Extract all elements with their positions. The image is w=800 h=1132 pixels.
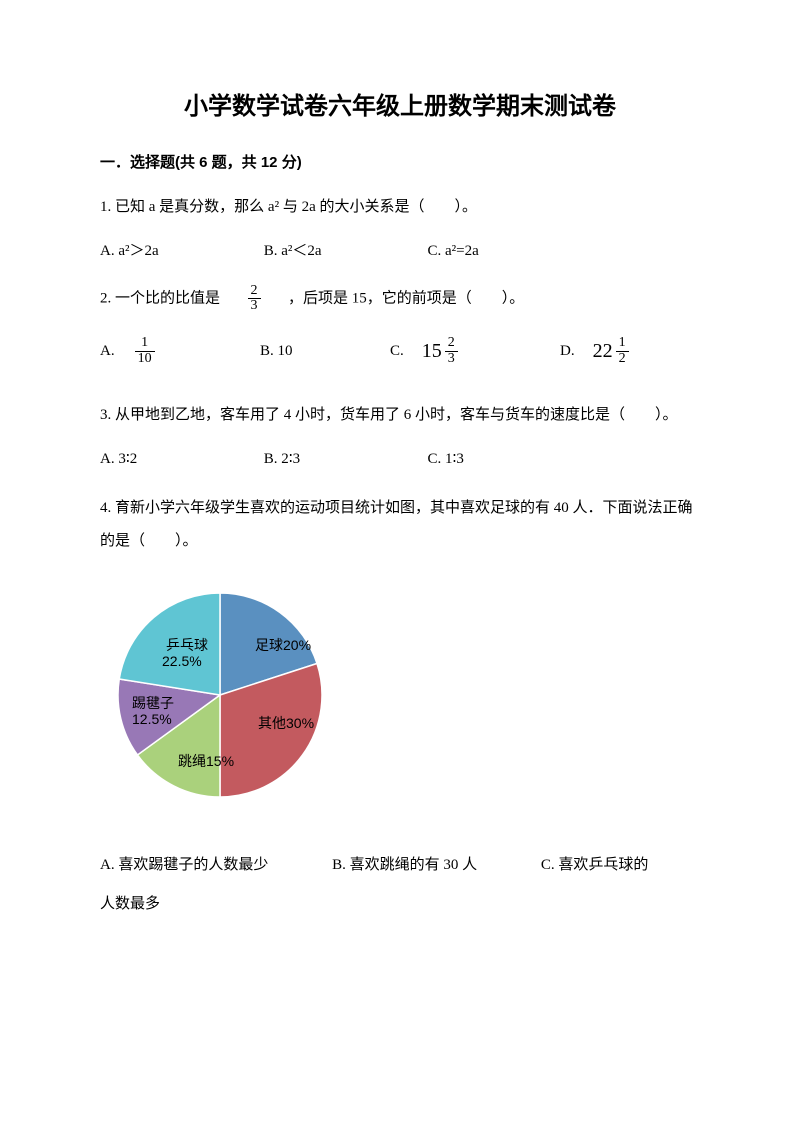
question-3-options: A. 3∶2 B. 2∶3 C. 1∶3 — [100, 449, 700, 470]
question-3: 3. 从甲地到乙地，客车用了 4 小时，货车用了 6 小时，客车与货车的速度比是… — [100, 403, 700, 427]
q2-d-mixed: 22 1 2 — [593, 336, 631, 367]
pie-slice-label: 跳绳15% — [178, 753, 234, 769]
q2-a-label: A. — [100, 341, 115, 362]
q2-option-b: B. 10 — [260, 341, 390, 362]
q2-frac-num: 2 — [248, 284, 261, 300]
q4-option-b: B. 喜欢跳绳的有 30 人 — [332, 846, 477, 885]
q2-option-d: D. 22 1 2 — [560, 336, 700, 367]
q2-d-den: 2 — [616, 352, 629, 367]
q2-c-label: C. — [390, 341, 404, 362]
q1-option-b: B. a²＜2a — [264, 241, 424, 262]
q2-a-num: 1 — [135, 336, 155, 352]
q1-option-c: C. a²=2a — [428, 241, 588, 262]
pie-slice-label: 踢毽子 — [132, 695, 174, 711]
pie-slice-label: 其他30% — [258, 715, 314, 731]
question-2: 2. 一个比的比值是 2 3 ，后项是 15，它的前项是（ ）。 — [100, 284, 700, 314]
q2-c-den: 3 — [445, 352, 458, 367]
q2-a-frac: 1 10 — [135, 336, 155, 366]
q3-option-a: A. 3∶2 — [100, 449, 260, 470]
q2-a-den: 10 — [135, 352, 155, 367]
q2-option-c: C. 15 2 3 — [390, 336, 560, 367]
pie-slice-label: 乒乓球 — [166, 637, 208, 653]
q2-c-num: 2 — [445, 336, 458, 352]
q1-option-a: A. a²＞2a — [100, 241, 260, 262]
q2-d-whole: 22 — [593, 337, 613, 365]
q2-pre: 2. 一个比的比值是 — [100, 290, 220, 306]
q4-option-a: A. 喜欢踢毽子的人数最少 — [100, 846, 268, 885]
pie-chart: 足球20% 其他30% 跳绳15% 踢毽子 乒乓球 12.5% 22.5% — [100, 580, 400, 810]
question-4-options: A. 喜欢踢毽子的人数最少 B. 喜欢跳绳的有 30 人 C. 喜欢乒乓球的 人… — [100, 846, 700, 924]
q2-frac-den: 3 — [248, 299, 261, 314]
pie-extra-label: 22.5% — [162, 653, 202, 669]
pie-extra-label: 12.5% — [132, 711, 172, 727]
question-1: 1. 已知 a 是真分数，那么 a² 与 2a 的大小关系是（ ）。 — [100, 195, 700, 219]
q2-d-num: 1 — [616, 336, 629, 352]
section-heading: 一．选择题(共 6 题，共 12 分) — [100, 152, 700, 173]
question-2-options: A. 1 10 B. 10 C. 15 2 3 D. 22 1 2 — [100, 336, 700, 367]
q2-c-whole: 15 — [422, 337, 442, 365]
q3-option-b: B. 2∶3 — [264, 449, 424, 470]
q2-post: ，后项是 15，它的前项是（ ）。 — [288, 290, 524, 306]
q3-option-c: C. 1∶3 — [428, 449, 588, 470]
question-1-options: A. a²＞2a B. a²＜2a C. a²=2a — [100, 241, 700, 262]
q2-option-a: A. 1 10 — [100, 336, 260, 366]
q2-d-label: D. — [560, 341, 575, 362]
q4-option-c: C. 喜欢乒乓球的 — [541, 846, 649, 885]
q2-c-mixed: 15 2 3 — [422, 336, 460, 367]
pie-chart-wrap: 足球20% 其他30% 跳绳15% 踢毽子 乒乓球 12.5% 22.5% — [100, 580, 700, 810]
question-4: 4. 育新小学六年级学生喜欢的运动项目统计如图，其中喜欢足球的有 40 人．下面… — [100, 492, 700, 558]
q4-option-c-cont: 人数最多 — [100, 896, 160, 912]
pie-slice-label: 足球20% — [255, 637, 311, 653]
page-title: 小学数学试卷六年级上册数学期末测试卷 — [100, 90, 700, 124]
q2-fraction: 2 3 — [248, 284, 261, 314]
